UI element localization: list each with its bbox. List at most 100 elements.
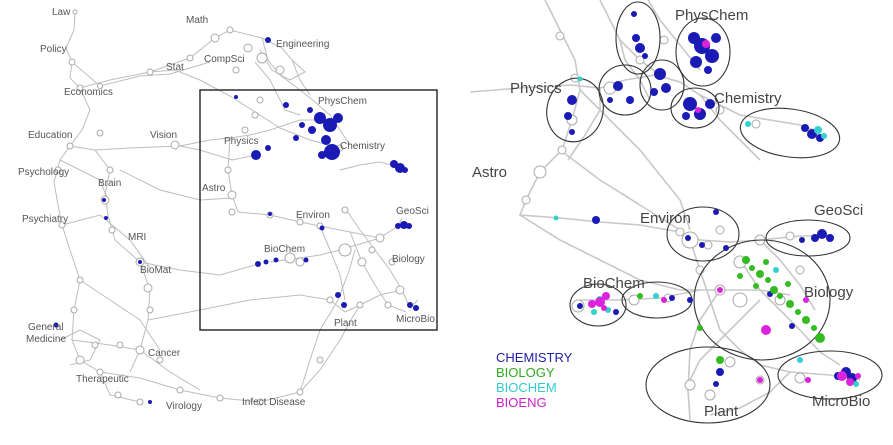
map-node [704, 66, 712, 74]
right-label-biology: Biology [804, 284, 854, 301]
map-edge [119, 169, 233, 201]
map-node [789, 323, 795, 329]
map-node [413, 305, 419, 311]
cluster-outline [693, 239, 831, 361]
map-edge [689, 299, 761, 381]
left-label-math: Math [186, 15, 208, 26]
left-label-general: General [28, 322, 64, 333]
left-chemistry-nodes [53, 37, 419, 404]
map-node [801, 124, 809, 132]
map-node [814, 126, 822, 134]
map-node [837, 371, 847, 381]
map-node [613, 81, 623, 91]
map-node [283, 102, 289, 108]
map-node [853, 381, 859, 387]
map-edge [647, 0, 701, 71]
map-node [855, 373, 861, 379]
map-node [761, 325, 771, 335]
map-node [595, 297, 605, 307]
map-node [569, 129, 575, 135]
map-node [653, 293, 659, 299]
map-node [76, 276, 84, 284]
map-node [628, 294, 640, 306]
left-label-biology: Biology [392, 254, 425, 265]
map-node [314, 112, 326, 124]
right-label-physics: Physics [510, 80, 562, 97]
map-node [756, 270, 764, 278]
left-label-general-medicine: General Medicine [26, 322, 66, 345]
map-node [146, 68, 154, 76]
map-node [256, 96, 264, 104]
map-node [555, 31, 565, 41]
map-node [742, 256, 750, 264]
right-bioeng-nodes [588, 40, 861, 386]
left-label-plant: Plant [334, 318, 357, 329]
left-label-medicine: Medicine [26, 334, 66, 345]
map-edge [149, 69, 341, 149]
map-node [256, 52, 268, 64]
right-label-geosci: GeoSci [814, 202, 863, 219]
map-node [661, 297, 667, 303]
cluster-outline [639, 59, 685, 111]
map-node [765, 277, 771, 283]
map-node [637, 293, 643, 299]
map-node [817, 229, 827, 239]
left-label-compsci: CompSci [204, 54, 245, 65]
map-node [296, 218, 304, 226]
map-node [251, 111, 259, 119]
map-node [786, 300, 794, 308]
map-node [695, 107, 701, 113]
map-node [273, 257, 279, 263]
map-node [684, 379, 696, 391]
map-node [724, 356, 736, 368]
map-node [375, 233, 385, 243]
map-node [66, 142, 74, 150]
map-node [703, 240, 713, 250]
map-node [745, 121, 751, 127]
map-node [716, 356, 724, 364]
map-node [338, 243, 352, 257]
right-label-astro: Astro [472, 164, 507, 181]
left-label-geosci: GeoSci [396, 206, 429, 217]
cluster-outline [675, 17, 731, 87]
map-node [53, 322, 59, 328]
map-node [326, 296, 334, 304]
map-edge [65, 11, 311, 96]
map-edge [69, 145, 151, 373]
right-label-physchem: PhysChem [675, 7, 748, 24]
map-node [299, 122, 305, 128]
map-edge [579, 89, 691, 231]
map-node [395, 285, 405, 295]
map-node [341, 302, 347, 308]
cluster-outline [739, 107, 841, 159]
map-node [323, 118, 337, 132]
map-node [763, 259, 769, 265]
map-node [333, 113, 343, 123]
map-node [682, 112, 690, 120]
left-label-physics: Physics [224, 136, 258, 147]
map-node [715, 105, 725, 115]
right-cluster-outlines [546, 1, 883, 424]
map-node [659, 35, 669, 45]
map-edge [559, 149, 681, 231]
left-label-psychiatry: Psychiatry [22, 214, 68, 225]
map-node [243, 43, 253, 53]
map-node [642, 53, 648, 59]
right-label-microbio: MicroBio [812, 393, 870, 410]
map-node [234, 95, 238, 99]
map-edge [59, 159, 109, 201]
map-node [669, 295, 675, 301]
map-node [135, 345, 145, 355]
map-node [216, 394, 224, 402]
map-node [777, 293, 783, 299]
map-node [136, 398, 144, 406]
legend-chemistry: CHEMISTRY [496, 350, 573, 365]
map-node [626, 96, 634, 104]
map-edge [519, 214, 791, 296]
map-node [143, 283, 153, 293]
map-node [108, 226, 116, 234]
map-node [341, 206, 349, 214]
map-node [170, 140, 180, 150]
map-node [785, 231, 795, 241]
map-node [308, 126, 316, 134]
